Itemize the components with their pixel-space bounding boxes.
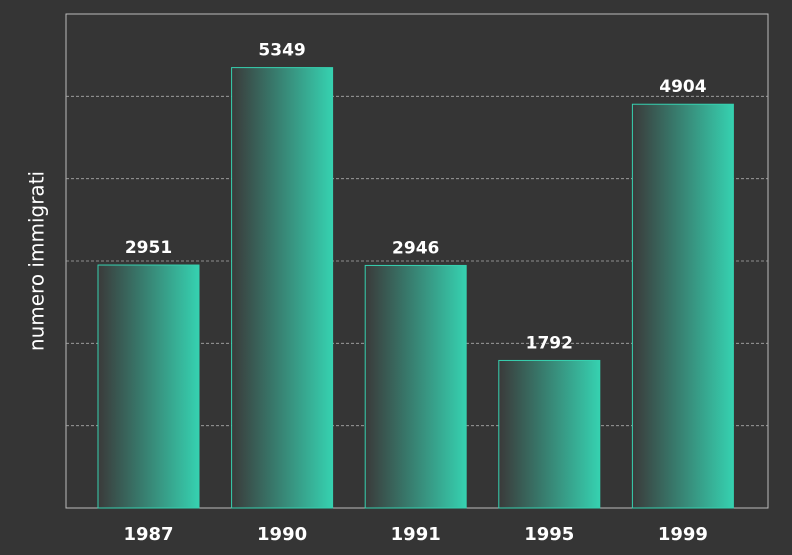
bar xyxy=(97,264,200,509)
value-label: 5349 xyxy=(258,41,305,61)
bar xyxy=(364,264,467,509)
bar xyxy=(231,67,334,509)
x-tick-label: 1987 xyxy=(123,524,173,545)
x-tick-label: 1995 xyxy=(524,524,574,545)
x-tick-label: 1990 xyxy=(257,524,307,545)
x-tick-label: 1991 xyxy=(391,524,441,545)
x-tick-label: 1999 xyxy=(658,524,708,545)
y-axis-label: numero immigrati xyxy=(25,171,49,351)
value-label: 2951 xyxy=(125,238,172,258)
bar xyxy=(498,359,601,509)
bar xyxy=(631,103,734,509)
value-label: 4904 xyxy=(659,77,706,97)
value-label: 1792 xyxy=(526,333,573,353)
value-label: 2946 xyxy=(392,238,439,258)
